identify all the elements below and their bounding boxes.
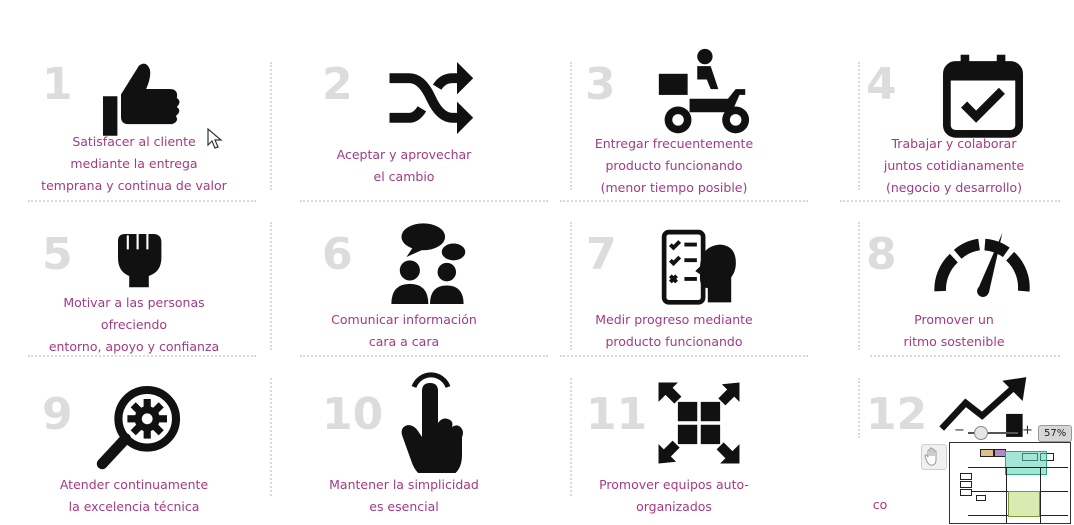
principle-card-12: 12 co — [820, 355, 1074, 515]
mouse-pointer-icon — [207, 127, 223, 150]
column-divider — [270, 222, 272, 350]
principle-label: Promover equipos auto- organizados — [599, 477, 749, 514]
puzzle-arrows-icon — [652, 379, 746, 467]
principle-card-8: 8 Promover un ritmo sostenible — [820, 195, 1074, 355]
column-divider — [858, 222, 860, 350]
navigator-line — [1006, 467, 1007, 523]
pan-hand-button[interactable] — [921, 444, 947, 470]
principle-label: Comunicar información cara a cara — [331, 312, 477, 349]
principle-card-5: 5 Motivar a las personas ofreciendo ento… — [0, 195, 268, 355]
column-divider — [570, 222, 572, 350]
principle-card-9: 9 Atender continuamente la excelencia té… — [0, 355, 268, 515]
navigator-shape — [976, 495, 986, 501]
row-divider — [560, 200, 808, 202]
hand-icon — [924, 447, 937, 466]
principle-card-1: 1 Satisfacer al cliente mediante la entr… — [0, 25, 268, 194]
principle-number: 6 — [322, 229, 353, 280]
shuffle-arrows-icon — [385, 53, 475, 143]
row-divider — [300, 355, 548, 357]
column-divider — [570, 378, 572, 496]
pointing-hand-icon — [398, 369, 468, 473]
principle-label: co — [872, 497, 888, 512]
principle-card-10: 10 Mantener la simplicidad es esencial — [270, 355, 538, 515]
zoom-in-button[interactable]: + — [1022, 423, 1033, 438]
principle-number: 7 — [586, 229, 617, 280]
principle-card-3: 3 Entregar frecuentemente producto funci… — [540, 25, 808, 195]
principle-label: Promover un ritmo sostenible — [903, 312, 1005, 349]
row-divider — [28, 200, 256, 202]
zoom-handle[interactable] — [974, 426, 988, 440]
row-divider — [560, 355, 808, 357]
principle-label: Atender continuamente la excelencia técn… — [59, 477, 209, 514]
navigator-selected-area — [1008, 491, 1040, 517]
principle-card-11: 11 Promover equipos auto- organizados — [540, 355, 808, 515]
principle-label: Medir progreso mediante producto funcion… — [595, 312, 753, 349]
principle-card-7: 7 Medir progreso mediante producto funci… — [540, 195, 808, 355]
principle-number: 12 — [866, 389, 928, 440]
row-divider — [300, 200, 548, 202]
zoom-level-badge[interactable]: 57% — [1038, 425, 1073, 442]
row-divider — [28, 355, 256, 357]
navigator-shape — [960, 473, 972, 480]
thumbs-up-icon — [94, 53, 184, 143]
principle-label: Entregar frecuentemente producto funcion… — [594, 136, 754, 195]
navigator-line — [968, 467, 1068, 468]
delivery-scooter-icon — [653, 45, 753, 141]
principle-number: 5 — [42, 229, 73, 280]
checklist-person-icon — [656, 229, 744, 307]
principle-number: 9 — [42, 389, 73, 440]
principle-number: 8 — [866, 229, 897, 280]
principle-number: 3 — [585, 59, 616, 110]
speedometer-icon — [932, 229, 1030, 297]
principle-card-2: 2 Aceptar y aprovechar el cambio — [270, 25, 538, 185]
principle-number: 2 — [322, 59, 353, 110]
principle-label: Satisfacer al cliente mediante la entreg… — [41, 134, 227, 193]
calendar-check-icon — [940, 53, 1026, 139]
column-divider — [858, 378, 860, 438]
raised-fist-icon — [104, 217, 174, 293]
growth-chart-icon — [938, 377, 1030, 437]
zoom-out-button[interactable]: − — [954, 423, 965, 438]
principle-label: Mantener la simplicidad es esencial — [329, 477, 479, 514]
magnifier-gear-icon — [94, 381, 186, 471]
principle-number: 11 — [586, 389, 648, 440]
principle-label: Trabajar y colaborar juntos cotidianamen… — [883, 136, 1025, 195]
people-talking-icon — [388, 219, 472, 305]
navigator-shape — [960, 489, 972, 496]
principle-label: Motivar a las personas ofreciendo entorn… — [48, 295, 220, 354]
zoom-slider: − + 57% — [950, 423, 1073, 442]
column-divider — [858, 62, 860, 190]
column-divider — [270, 62, 272, 190]
principle-number: 10 — [322, 389, 384, 440]
row-divider — [840, 200, 1060, 202]
column-divider — [570, 62, 572, 190]
zoom-track[interactable] — [968, 432, 1018, 434]
principle-number: 4 — [866, 59, 897, 110]
principle-card-6: 6 Comunicar información cara a cara — [270, 195, 538, 355]
navigator-shape — [980, 449, 994, 457]
principle-card-4: 4 Trabajar y colaborar juntos cotidianam… — [820, 25, 1074, 195]
column-divider — [270, 378, 272, 496]
navigator-line — [1040, 467, 1041, 523]
navigator-shape — [960, 481, 972, 488]
row-divider — [870, 355, 1060, 357]
principle-label: Aceptar y aprovechar el cambio — [336, 147, 472, 184]
page-navigator-thumbnail[interactable] — [949, 442, 1071, 524]
principle-number: 1 — [42, 59, 73, 110]
